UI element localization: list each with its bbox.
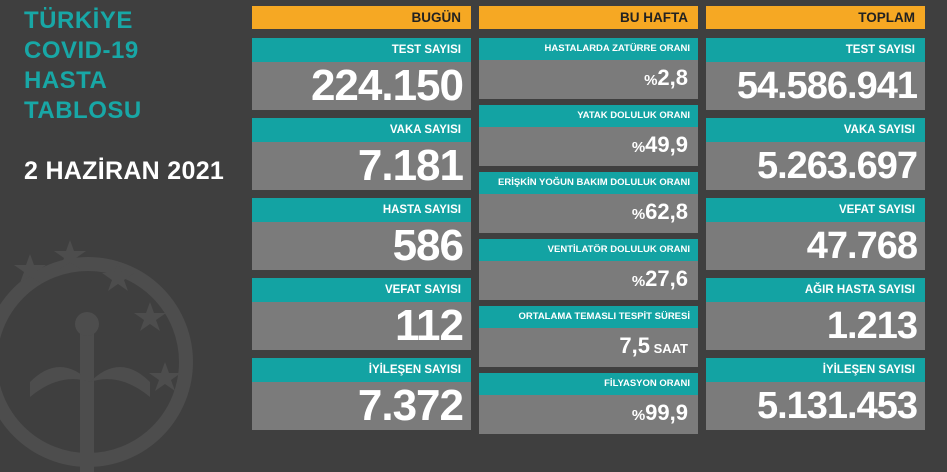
title-line: HASTA [24, 67, 108, 94]
total-critical-card: AĞIR HASTA SAYISI 1.213 [706, 278, 925, 350]
week-filiation-value: %99,9 [479, 395, 698, 434]
week-contact-tracing-value: 7,5 SAAT [479, 328, 698, 367]
week-bed-occupancy-value: %49,9 [479, 127, 698, 166]
title-line: TÜRKİYE [24, 7, 133, 34]
week-ventilator-label: VENTİLATÖR DOLULUK ORANI [479, 239, 698, 261]
today-test-card: TEST SAYISI 224.150 [252, 38, 471, 110]
week-ventilator-card: VENTİLATÖR DOLULUK ORANI %27,6 [479, 239, 698, 300]
total-critical-value: 1.213 [706, 302, 925, 350]
total-test-value: 54.586.941 [706, 62, 925, 110]
week-bed-occupancy-label: YATAK DOLULUK ORANI [479, 105, 698, 127]
week-icu-occupancy-card: ERİŞKİN YOĞUN BAKIM DOLULUK ORANI %62,8 [479, 172, 698, 233]
total-test-card: TEST SAYISI 54.586.941 [706, 38, 925, 110]
total-case-value: 5.263.697 [706, 142, 925, 190]
title-line: TABLOSU [24, 97, 142, 124]
total-column: TOPLAM TEST SAYISI 54.586.941 VAKA SAYIS… [706, 6, 925, 434]
today-death-card: VEFAT SAYISI 112 [252, 278, 471, 350]
percent-sign: % [644, 72, 658, 89]
week-ventilator-value: %27,6 [479, 261, 698, 300]
value-number: 99,9 [645, 400, 688, 425]
today-header: BUGÜN [252, 6, 471, 29]
ministry-of-health-emblem-icon [0, 240, 193, 472]
total-header: TOPLAM [706, 6, 925, 29]
total-case-card: VAKA SAYISI 5.263.697 [706, 118, 925, 190]
value-number: 2,8 [657, 65, 688, 90]
percent-sign: % [631, 206, 646, 223]
today-case-value: 7.181 [252, 142, 471, 190]
today-death-label: VEFAT SAYISI [252, 278, 471, 302]
week-pneumonia-label: HASTALARDA ZATÜRRE ORANI [479, 38, 698, 60]
value-number: 7,5 [619, 333, 650, 358]
today-test-value: 224.150 [252, 62, 471, 110]
page-title: TÜRKİYE COVID-19 HASTA TABLOSU [24, 6, 142, 126]
value-number: 49,9 [645, 132, 688, 157]
week-icu-occupancy-label: ERİŞKİN YOĞUN BAKIM DOLULUK ORANI [479, 172, 698, 194]
total-death-label: VEFAT SAYISI [706, 198, 925, 222]
today-recovered-card: İYİLEŞEN SAYISI 7.372 [252, 358, 471, 430]
week-bed-occupancy-card: YATAK DOLULUK ORANI %49,9 [479, 105, 698, 166]
today-column: BUGÜN TEST SAYISI 224.150 VAKA SAYISI 7.… [252, 6, 471, 434]
total-recovered-value: 5.131.453 [706, 382, 925, 430]
percent-sign: % [631, 139, 646, 156]
today-recovered-label: İYİLEŞEN SAYISI [252, 358, 471, 382]
today-death-value: 112 [252, 302, 471, 350]
total-test-label: TEST SAYISI [706, 38, 925, 62]
unit-label: SAAT [649, 341, 688, 356]
week-contact-tracing-card: ORTALAMA TEMASLI TESPİT SÜRESİ 7,5 SAAT [479, 306, 698, 367]
report-date: 2 HAZİRAN 2021 [24, 157, 225, 185]
today-case-label: VAKA SAYISI [252, 118, 471, 142]
percent-sign: % [631, 407, 646, 424]
today-patient-label: HASTA SAYISI [252, 198, 471, 222]
percent-sign: % [631, 273, 646, 290]
value-number: 62,8 [645, 199, 688, 224]
today-patient-card: HASTA SAYISI 586 [252, 198, 471, 270]
week-filiation-label: FİLYASYON ORANI [479, 373, 698, 395]
total-death-value: 47.768 [706, 222, 925, 270]
total-recovered-card: İYİLEŞEN SAYISI 5.131.453 [706, 358, 925, 430]
week-header: BU HAFTA [479, 6, 698, 29]
total-death-card: VEFAT SAYISI 47.768 [706, 198, 925, 270]
week-contact-tracing-label: ORTALAMA TEMASLI TESPİT SÜRESİ [479, 306, 698, 328]
week-pneumonia-card: HASTALARDA ZATÜRRE ORANI %2,8 [479, 38, 698, 99]
week-icu-occupancy-value: %62,8 [479, 194, 698, 233]
week-filiation-card: FİLYASYON ORANI %99,9 [479, 373, 698, 434]
total-critical-label: AĞIR HASTA SAYISI [706, 278, 925, 302]
today-test-label: TEST SAYISI [252, 38, 471, 62]
title-line: COVID-19 [24, 37, 139, 64]
today-recovered-value: 7.372 [252, 382, 471, 430]
today-patient-value: 586 [252, 222, 471, 270]
total-recovered-label: İYİLEŞEN SAYISI [706, 358, 925, 382]
week-column: BU HAFTA HASTALARDA ZATÜRRE ORANI %2,8 Y… [479, 6, 698, 434]
today-case-card: VAKA SAYISI 7.181 [252, 118, 471, 190]
value-number: 27,6 [645, 266, 688, 291]
week-pneumonia-value: %2,8 [479, 60, 698, 99]
total-case-label: VAKA SAYISI [706, 118, 925, 142]
